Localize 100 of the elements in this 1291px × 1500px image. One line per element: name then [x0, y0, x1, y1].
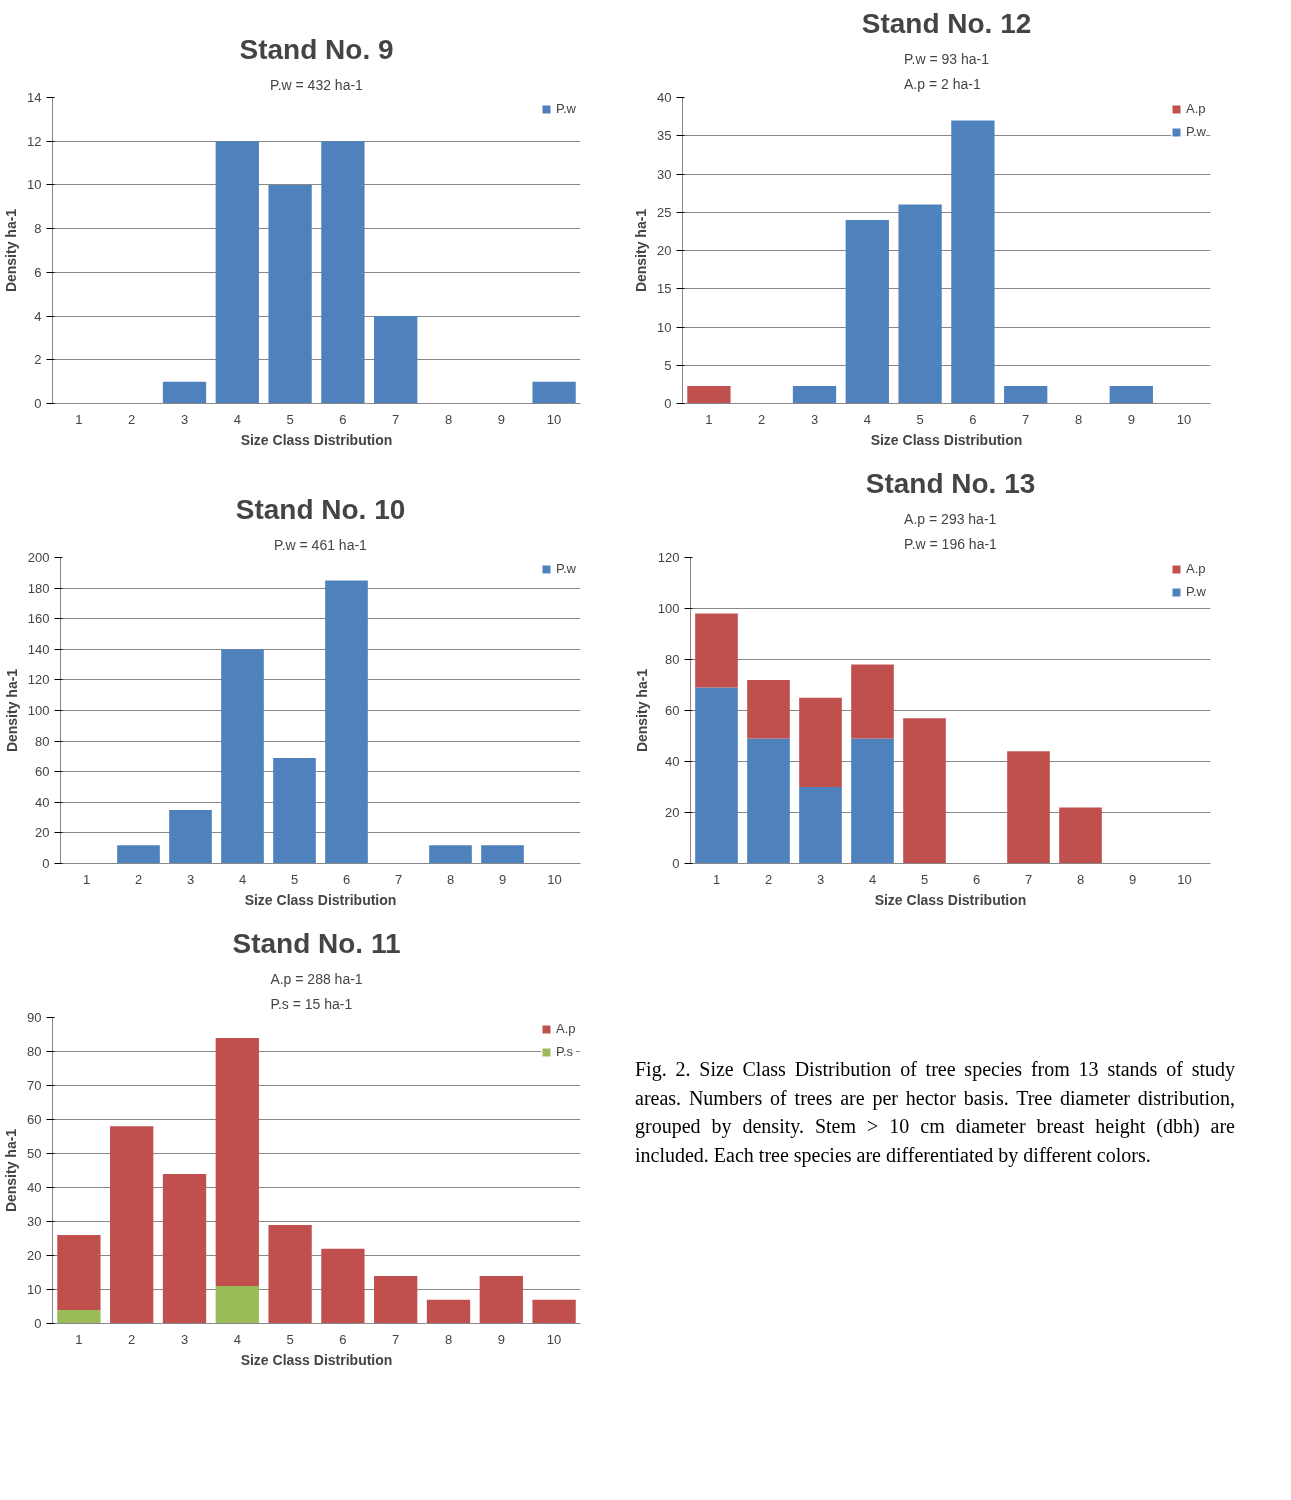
legend-label: A.p: [1186, 561, 1206, 576]
y-tick-label: 20: [665, 805, 680, 820]
chart-title: Stand No. 12: [861, 7, 1032, 39]
chart-subtitle: P.w = 93 ha-1 A.p = 2 ha-1: [904, 50, 990, 93]
y-tick-label: 0: [672, 856, 680, 871]
bar: [799, 697, 842, 787]
bar: [1109, 385, 1153, 404]
x-tick-label: 7: [392, 1331, 400, 1347]
bar: [799, 787, 842, 864]
x-tick-label: 7: [394, 871, 403, 887]
y-tick-label: 120: [27, 672, 50, 688]
y-tick-label: 2: [34, 352, 42, 368]
bar: [532, 1299, 576, 1324]
x-tick-label: 10: [1176, 411, 1192, 427]
x-tick-label: 2: [764, 871, 773, 887]
bar: [532, 381, 576, 404]
x-tick-label: 5: [920, 871, 929, 887]
bar: [215, 1286, 259, 1324]
bar: [374, 316, 418, 404]
x-tick-label: 9: [498, 871, 507, 887]
x-tick-label: 7: [392, 411, 400, 427]
x-tick-label: 8: [1074, 411, 1083, 427]
y-tick-label: 10: [27, 177, 42, 193]
bar: [110, 1126, 154, 1324]
y-tick-label: 35: [657, 128, 672, 144]
y-tick-label: 5: [664, 357, 672, 373]
bar: [273, 757, 316, 864]
y-tick-label: 60: [665, 703, 680, 718]
chart-subtitle: A.p = 293 ha-1 P.w = 196 ha-1: [904, 510, 998, 553]
caption: Fig. 2. Size Class Distribution of tree species from 13 stands of study areas. Numbers of trees are per hector basis. Tree diameter distribution, grouped by density. Stem > 10 cm diameter breast height (dbh) are included. Each tree species are differentiated by different colors.: [635, 1057, 1235, 1169]
y-tick-label: 180: [27, 580, 50, 596]
y-tick-label: 6: [34, 264, 42, 280]
chart-subtitle: P.w = 461 ha-1: [274, 536, 368, 553]
bar: [268, 1224, 312, 1324]
y-axis-title: Density ha-1: [3, 668, 20, 753]
x-tick-label: 2: [128, 411, 136, 427]
x-tick-label: 1: [705, 411, 713, 427]
y-tick-label: 0: [664, 396, 672, 411]
x-tick-label: 5: [286, 1331, 294, 1347]
x-tick-label: 1: [75, 411, 83, 427]
x-tick-label: 9: [1128, 871, 1137, 887]
y-axis-title: Density ha-1: [3, 208, 20, 293]
x-tick-label: 6: [342, 871, 351, 887]
y-tick-label: 80: [27, 1044, 42, 1059]
x-tick-label: 6: [969, 411, 977, 427]
chart-title: Stand No. 10: [235, 493, 406, 525]
bar: [429, 845, 472, 864]
y-tick-label: 60: [27, 1112, 42, 1127]
x-tick-label: 2: [128, 1331, 136, 1347]
x-axis-title: Size Class Distribution: [240, 431, 393, 448]
x-tick-label: 2: [758, 411, 766, 427]
x-tick-label: 8: [444, 1331, 453, 1347]
x-tick-label: 8: [446, 871, 455, 887]
legend-label: A.p: [1186, 101, 1206, 116]
y-tick-label: 140: [27, 641, 50, 657]
x-tick-label: 10: [546, 1331, 562, 1347]
y-tick-label: 10: [657, 319, 672, 335]
x-tick-label: 9: [497, 1331, 505, 1347]
bar: [117, 845, 160, 864]
x-tick-label: 7: [1022, 411, 1030, 427]
x-axis-title: Size Class Distribution: [244, 891, 397, 908]
x-tick-label: 1: [75, 1331, 83, 1347]
bar: [325, 580, 368, 864]
x-tick-label: 4: [233, 411, 241, 427]
y-tick-label: 100: [27, 703, 50, 718]
x-tick-label: 8: [444, 411, 453, 427]
bar: [898, 204, 942, 404]
bar: [321, 1248, 365, 1324]
x-tick-label: 3: [180, 1331, 189, 1347]
y-tick-label: 40: [35, 794, 50, 810]
bar: [268, 184, 312, 404]
bar: [57, 1309, 101, 1324]
y-axis-title: Density ha-1: [3, 1128, 20, 1213]
y-tick-label: 20: [35, 825, 50, 841]
bar: [687, 385, 731, 404]
y-tick-label: 25: [657, 204, 672, 220]
x-tick-label: 7: [1024, 871, 1033, 887]
x-tick-label: 1: [712, 871, 721, 887]
x-tick-label: 5: [916, 411, 924, 427]
x-tick-label: 1: [82, 871, 91, 887]
y-tick-label: 50: [27, 1146, 42, 1161]
y-axis-title: Density ha-1: [633, 668, 650, 753]
legend-label: P.w: [1186, 124, 1206, 139]
chart-title: Stand No. 11: [232, 927, 401, 959]
bar: [695, 613, 738, 688]
legend-label: P.w: [556, 101, 576, 116]
bar: [321, 141, 365, 404]
bar: [1059, 807, 1102, 864]
bar: [221, 649, 264, 864]
chart-title: Stand No. 9: [239, 33, 394, 65]
y-tick-label: 40: [657, 90, 672, 105]
y-tick-label: 120: [657, 550, 680, 565]
y-tick-label: 30: [27, 1214, 42, 1229]
bar: [162, 381, 207, 404]
x-tick-label: 10: [1177, 871, 1192, 887]
legend-label: A.p: [556, 1021, 576, 1036]
bar: [1004, 385, 1048, 404]
x-tick-label: 2: [134, 871, 143, 887]
y-tick-label: 90: [27, 1010, 42, 1025]
bar: [1007, 751, 1050, 864]
